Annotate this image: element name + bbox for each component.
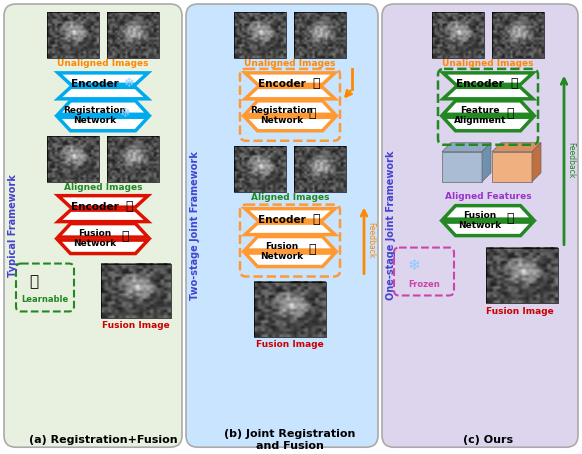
Text: Fusion Image: Fusion Image (102, 321, 170, 330)
Bar (107, 12, 159, 58)
Bar (234, 12, 286, 58)
Polygon shape (532, 143, 541, 182)
Text: Aligned Images: Aligned Images (64, 183, 142, 192)
Polygon shape (443, 73, 533, 84)
Polygon shape (443, 87, 533, 99)
Text: ❄: ❄ (407, 258, 420, 273)
Text: Fusion
Network: Fusion Network (73, 229, 116, 248)
Polygon shape (245, 223, 335, 235)
Polygon shape (245, 237, 335, 250)
Text: Encoder: Encoder (258, 215, 306, 225)
Text: ❄: ❄ (120, 107, 130, 120)
Polygon shape (442, 152, 482, 182)
Text: Fusion Image: Fusion Image (486, 307, 554, 316)
Text: 🔥: 🔥 (308, 107, 316, 120)
Polygon shape (245, 87, 335, 99)
Text: 🔥: 🔥 (121, 230, 129, 243)
Text: 🔥: 🔥 (308, 243, 316, 256)
Text: (a) Registration+Fusion: (a) Registration+Fusion (29, 435, 178, 445)
Polygon shape (58, 224, 148, 237)
Text: Feedback: Feedback (366, 222, 375, 259)
Polygon shape (58, 240, 148, 253)
Bar (101, 263, 171, 318)
Bar (294, 146, 346, 192)
Polygon shape (245, 209, 335, 220)
Polygon shape (58, 210, 148, 222)
Polygon shape (245, 73, 335, 84)
Polygon shape (58, 196, 148, 207)
Polygon shape (58, 117, 148, 131)
Text: 🔥: 🔥 (510, 77, 518, 90)
Text: (c) Ours: (c) Ours (463, 435, 513, 445)
Text: 🔥: 🔥 (313, 213, 320, 226)
Text: 🔥: 🔥 (506, 212, 514, 225)
Polygon shape (443, 117, 533, 131)
Text: Unaligned Images: Unaligned Images (442, 59, 534, 69)
Text: ❄: ❄ (124, 77, 134, 90)
Text: 🔥: 🔥 (30, 274, 38, 289)
Polygon shape (58, 87, 148, 99)
Text: 🔥: 🔥 (125, 200, 133, 213)
Text: Registration
Network: Registration Network (63, 106, 126, 125)
Polygon shape (492, 143, 541, 152)
Text: 🔥: 🔥 (506, 107, 514, 120)
Polygon shape (245, 253, 335, 266)
Text: Encoder: Encoder (258, 79, 306, 89)
Polygon shape (245, 117, 335, 131)
Text: Typical Framework: Typical Framework (8, 174, 18, 277)
Text: Two-stage Joint Framework: Two-stage Joint Framework (190, 151, 200, 300)
Polygon shape (245, 101, 335, 114)
FancyBboxPatch shape (382, 4, 578, 447)
Text: Aligned Features: Aligned Features (445, 192, 531, 201)
Polygon shape (443, 206, 533, 219)
Bar (107, 136, 159, 182)
Bar (254, 281, 326, 337)
FancyBboxPatch shape (4, 4, 182, 447)
Text: Unaligned Images: Unaligned Images (244, 59, 336, 69)
Bar (492, 12, 544, 58)
FancyBboxPatch shape (394, 247, 454, 296)
Polygon shape (492, 152, 532, 182)
Text: Frozen: Frozen (408, 280, 440, 289)
Text: Registration
Network: Registration Network (250, 106, 314, 125)
FancyBboxPatch shape (16, 263, 74, 311)
Text: Encoder: Encoder (456, 79, 504, 89)
Text: Unaligned Images: Unaligned Images (57, 59, 149, 69)
Bar (47, 12, 99, 58)
Polygon shape (482, 143, 491, 182)
Polygon shape (443, 101, 533, 114)
Text: Encoder: Encoder (71, 202, 119, 212)
Text: (b) Joint Registration
and Fusion: (b) Joint Registration and Fusion (224, 429, 356, 451)
Text: 🔥: 🔥 (313, 77, 320, 90)
Polygon shape (58, 101, 148, 114)
Text: Feature
Alignment: Feature Alignment (454, 106, 506, 125)
Text: Fusion Image: Fusion Image (256, 340, 324, 349)
Text: Fusion
Network: Fusion Network (260, 242, 304, 261)
Text: One-stage Joint Framework: One-stage Joint Framework (386, 151, 396, 301)
Text: Encoder: Encoder (71, 79, 119, 89)
Polygon shape (58, 73, 148, 84)
Polygon shape (443, 222, 533, 236)
Bar (47, 136, 99, 182)
Text: Learnable: Learnable (22, 295, 69, 304)
Text: Feedback: Feedback (566, 142, 575, 178)
Text: Aligned Images: Aligned Images (251, 193, 329, 202)
Polygon shape (442, 143, 491, 152)
Bar (486, 247, 558, 303)
Bar (294, 12, 346, 58)
FancyBboxPatch shape (186, 4, 378, 447)
Text: Fusion
Network: Fusion Network (459, 211, 502, 230)
Bar (234, 146, 286, 192)
Bar (432, 12, 484, 58)
